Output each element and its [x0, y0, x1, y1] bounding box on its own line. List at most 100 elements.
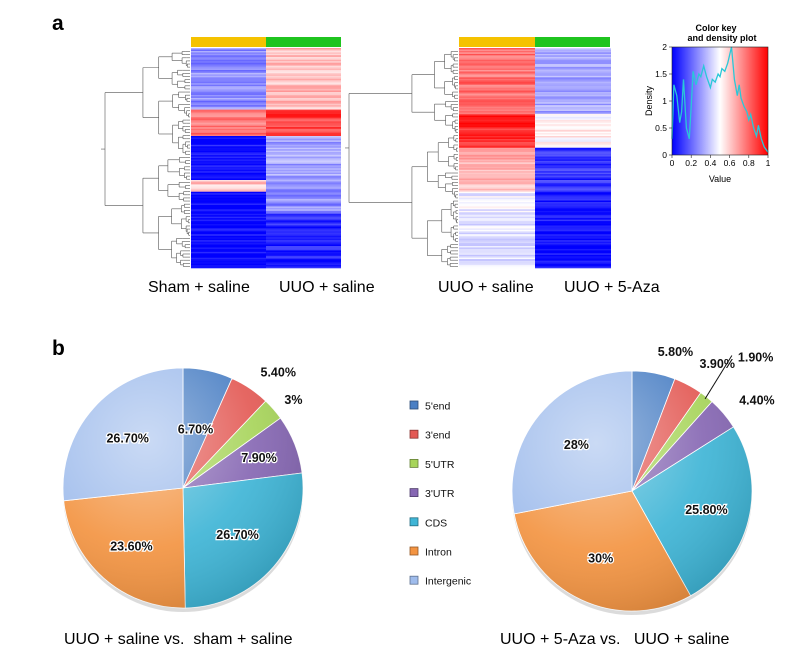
- heatmap-cell: [535, 80, 611, 83]
- heatmap-cell: [535, 134, 611, 137]
- heatmap-cell: [266, 71, 341, 74]
- heatmap-cell: [459, 248, 535, 251]
- heatmap-cell: [459, 92, 535, 94]
- pie-value-label: 30%: [588, 552, 613, 566]
- heatmap-cell: [191, 226, 266, 229]
- heatmap-cell: [535, 199, 611, 201]
- heatmap-cell: [535, 162, 611, 165]
- heatmap-cell: [459, 112, 535, 115]
- color-key-xlabel: Value: [709, 174, 731, 184]
- heatmap-cell: [535, 156, 611, 159]
- y-tick-label: 1.5: [655, 69, 667, 79]
- heatmap-cell: [191, 127, 266, 129]
- heatmap-cell: [266, 237, 341, 239]
- pie-gloss: [63, 368, 303, 608]
- pie-value-label: 4.40%: [739, 393, 774, 407]
- heatmap-cell: [535, 196, 611, 198]
- heatmap-cell: [535, 171, 611, 173]
- heatmap-cell: [191, 229, 266, 232]
- heatmap-cell: [459, 155, 535, 157]
- heatmap-cell: [535, 116, 611, 119]
- heatmap-cell: [535, 118, 611, 121]
- heatmap-cell: [535, 231, 611, 234]
- heatmap-cell: [535, 147, 611, 150]
- heatmap-cell: [191, 65, 266, 68]
- heatmap-cell: [535, 256, 611, 259]
- heatmap-cell: [535, 53, 611, 56]
- heatmap-cell: [459, 116, 535, 119]
- heatmap-cell: [535, 97, 611, 100]
- pie-2-title: UUO + 5-Aza vs. UUO + saline: [500, 631, 730, 648]
- heatmap-cell: [191, 251, 266, 254]
- heatmap-cell: [535, 78, 611, 81]
- heatmap-cell: [535, 266, 611, 269]
- heatmap-cell: [459, 84, 535, 87]
- heatmap-cell: [191, 221, 266, 223]
- heatmap-cell: [266, 187, 341, 190]
- heatmap-cell: [266, 202, 341, 204]
- heatmap-cell: [266, 254, 341, 257]
- heatmap-cell: [459, 64, 535, 66]
- heatmap-cell: [266, 58, 341, 61]
- heatmap-cell: [191, 100, 266, 103]
- heatmap-cell: [459, 178, 535, 181]
- heatmap-cell: [535, 246, 611, 248]
- heatmap-cell: [535, 127, 611, 129]
- heatmap-cell: [459, 259, 535, 261]
- legend-swatch: [409, 517, 419, 527]
- heatmap-cell: [535, 260, 611, 263]
- heatmap-cell: [535, 143, 611, 146]
- y-tick-label: 0: [662, 150, 667, 160]
- heatmap-cell: [191, 89, 266, 91]
- heatmap-cell: [266, 84, 341, 87]
- heatmap-cell: [191, 231, 266, 234]
- group-bar-sham: [191, 37, 266, 47]
- heatmap-cell: [535, 182, 611, 185]
- heatmap-cell: [191, 131, 266, 134]
- heatmap-cell: [191, 48, 266, 50]
- heatmap-cell: [266, 99, 341, 102]
- heatmap-cell: [266, 96, 341, 99]
- heatmap-cell: [535, 67, 611, 69]
- heatmap-2-cells: [459, 48, 611, 269]
- heatmap-cell: [266, 90, 341, 93]
- heatmap-cell: [266, 182, 341, 185]
- heatmap-cell: [266, 86, 341, 88]
- heatmap-cell: [191, 222, 266, 225]
- heatmap-cell: [191, 112, 266, 115]
- heatmap-cell: [191, 162, 266, 165]
- heatmap-cell: [459, 146, 535, 149]
- pie-value-label: 28%: [564, 438, 589, 452]
- heatmap-cell: [535, 191, 611, 194]
- heatmap-cell: [459, 143, 535, 146]
- heatmap-cell: [266, 177, 341, 179]
- heatmap-cell: [266, 128, 341, 131]
- legend-label: CDS: [425, 517, 447, 529]
- heatmap-cell: [191, 237, 266, 239]
- heatmap-cell: [191, 96, 266, 99]
- heatmap-cell: [191, 87, 266, 90]
- heatmap-cell: [266, 188, 341, 191]
- heatmap-cell: [266, 100, 341, 103]
- heatmap-cell: [191, 188, 266, 191]
- y-tick-label: 2: [662, 42, 667, 52]
- heatmap-cell: [459, 171, 535, 173]
- heatmap-cell: [191, 53, 266, 56]
- heatmap-cell: [459, 260, 535, 263]
- legend-label: Intron: [425, 547, 452, 559]
- heatmap-cell: [191, 90, 266, 93]
- heatmap-cell: [459, 251, 535, 254]
- heatmap-cell: [459, 147, 535, 150]
- heatmap-cell: [191, 49, 266, 52]
- heatmap-cell: [266, 246, 341, 248]
- heatmap-cell: [535, 84, 611, 87]
- heatmap-cell: [266, 147, 341, 150]
- heatmap-cell: [459, 169, 535, 172]
- heatmap-cell: [535, 65, 611, 68]
- heatmap-cell: [191, 262, 266, 264]
- heatmap-cell: [459, 204, 535, 207]
- heatmap-cell: [535, 58, 611, 61]
- heatmap-cell: [266, 171, 341, 173]
- heatmap-cell: [266, 251, 341, 254]
